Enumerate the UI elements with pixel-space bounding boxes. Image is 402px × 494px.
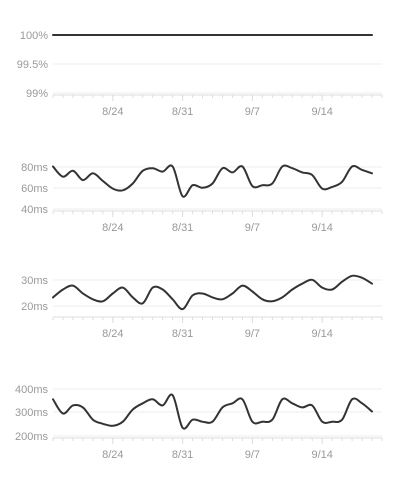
x-tick-label: 9/7 (245, 222, 260, 234)
x-tick-label: 8/24 (102, 328, 123, 340)
y-tick-label: 80ms (21, 162, 48, 174)
x-tick-label: 9/7 (245, 328, 260, 340)
y-tick-label: 20ms (21, 301, 48, 313)
y-tick-label: 200ms (15, 431, 49, 443)
x-tick-label: 8/24 (102, 106, 123, 118)
series-line (52, 274, 373, 311)
y-tick-label: 400ms (15, 384, 49, 396)
x-tick-label: 9/14 (311, 328, 332, 340)
x-tick-label: 9/7 (245, 449, 260, 461)
x-tick-label: 8/31 (172, 106, 193, 118)
y-tick-label: 40ms (21, 204, 48, 216)
y-tick-label: 300ms (15, 407, 49, 419)
x-tick-label: 8/24 (102, 222, 123, 234)
x-tick-label: 9/7 (245, 106, 260, 118)
y-tick-label: 60ms (21, 183, 48, 195)
y-tick-label: 99.5% (17, 59, 48, 71)
series-line (52, 393, 373, 430)
x-tick-label: 8/31 (172, 449, 193, 461)
chart-3: 30ms 20ms 8/24 8/31 9/7 9/14 (21, 274, 383, 340)
x-tick-label: 9/14 (311, 222, 332, 234)
chart-1: 100% 99.5% 99% 8/24 8/31 9/7 9/14 (17, 30, 383, 118)
y-tick-label: 30ms (21, 275, 48, 287)
x-tick-label: 8/31 (172, 328, 193, 340)
x-tick-label: 9/14 (311, 106, 332, 118)
chart-4: 400ms 300ms 200ms 8/24 8/31 9/7 9/14 (15, 384, 383, 461)
series-line (52, 164, 373, 198)
x-tick-label: 9/14 (311, 449, 332, 461)
x-tick-label: 8/31 (172, 222, 193, 234)
x-tick-label: 8/24 (102, 449, 123, 461)
y-tick-label: 99% (26, 88, 48, 100)
chart-2: 80ms 60ms 40ms 8/24 8/31 9/7 9/14 (21, 162, 383, 234)
y-tick-label: 100% (20, 30, 48, 42)
